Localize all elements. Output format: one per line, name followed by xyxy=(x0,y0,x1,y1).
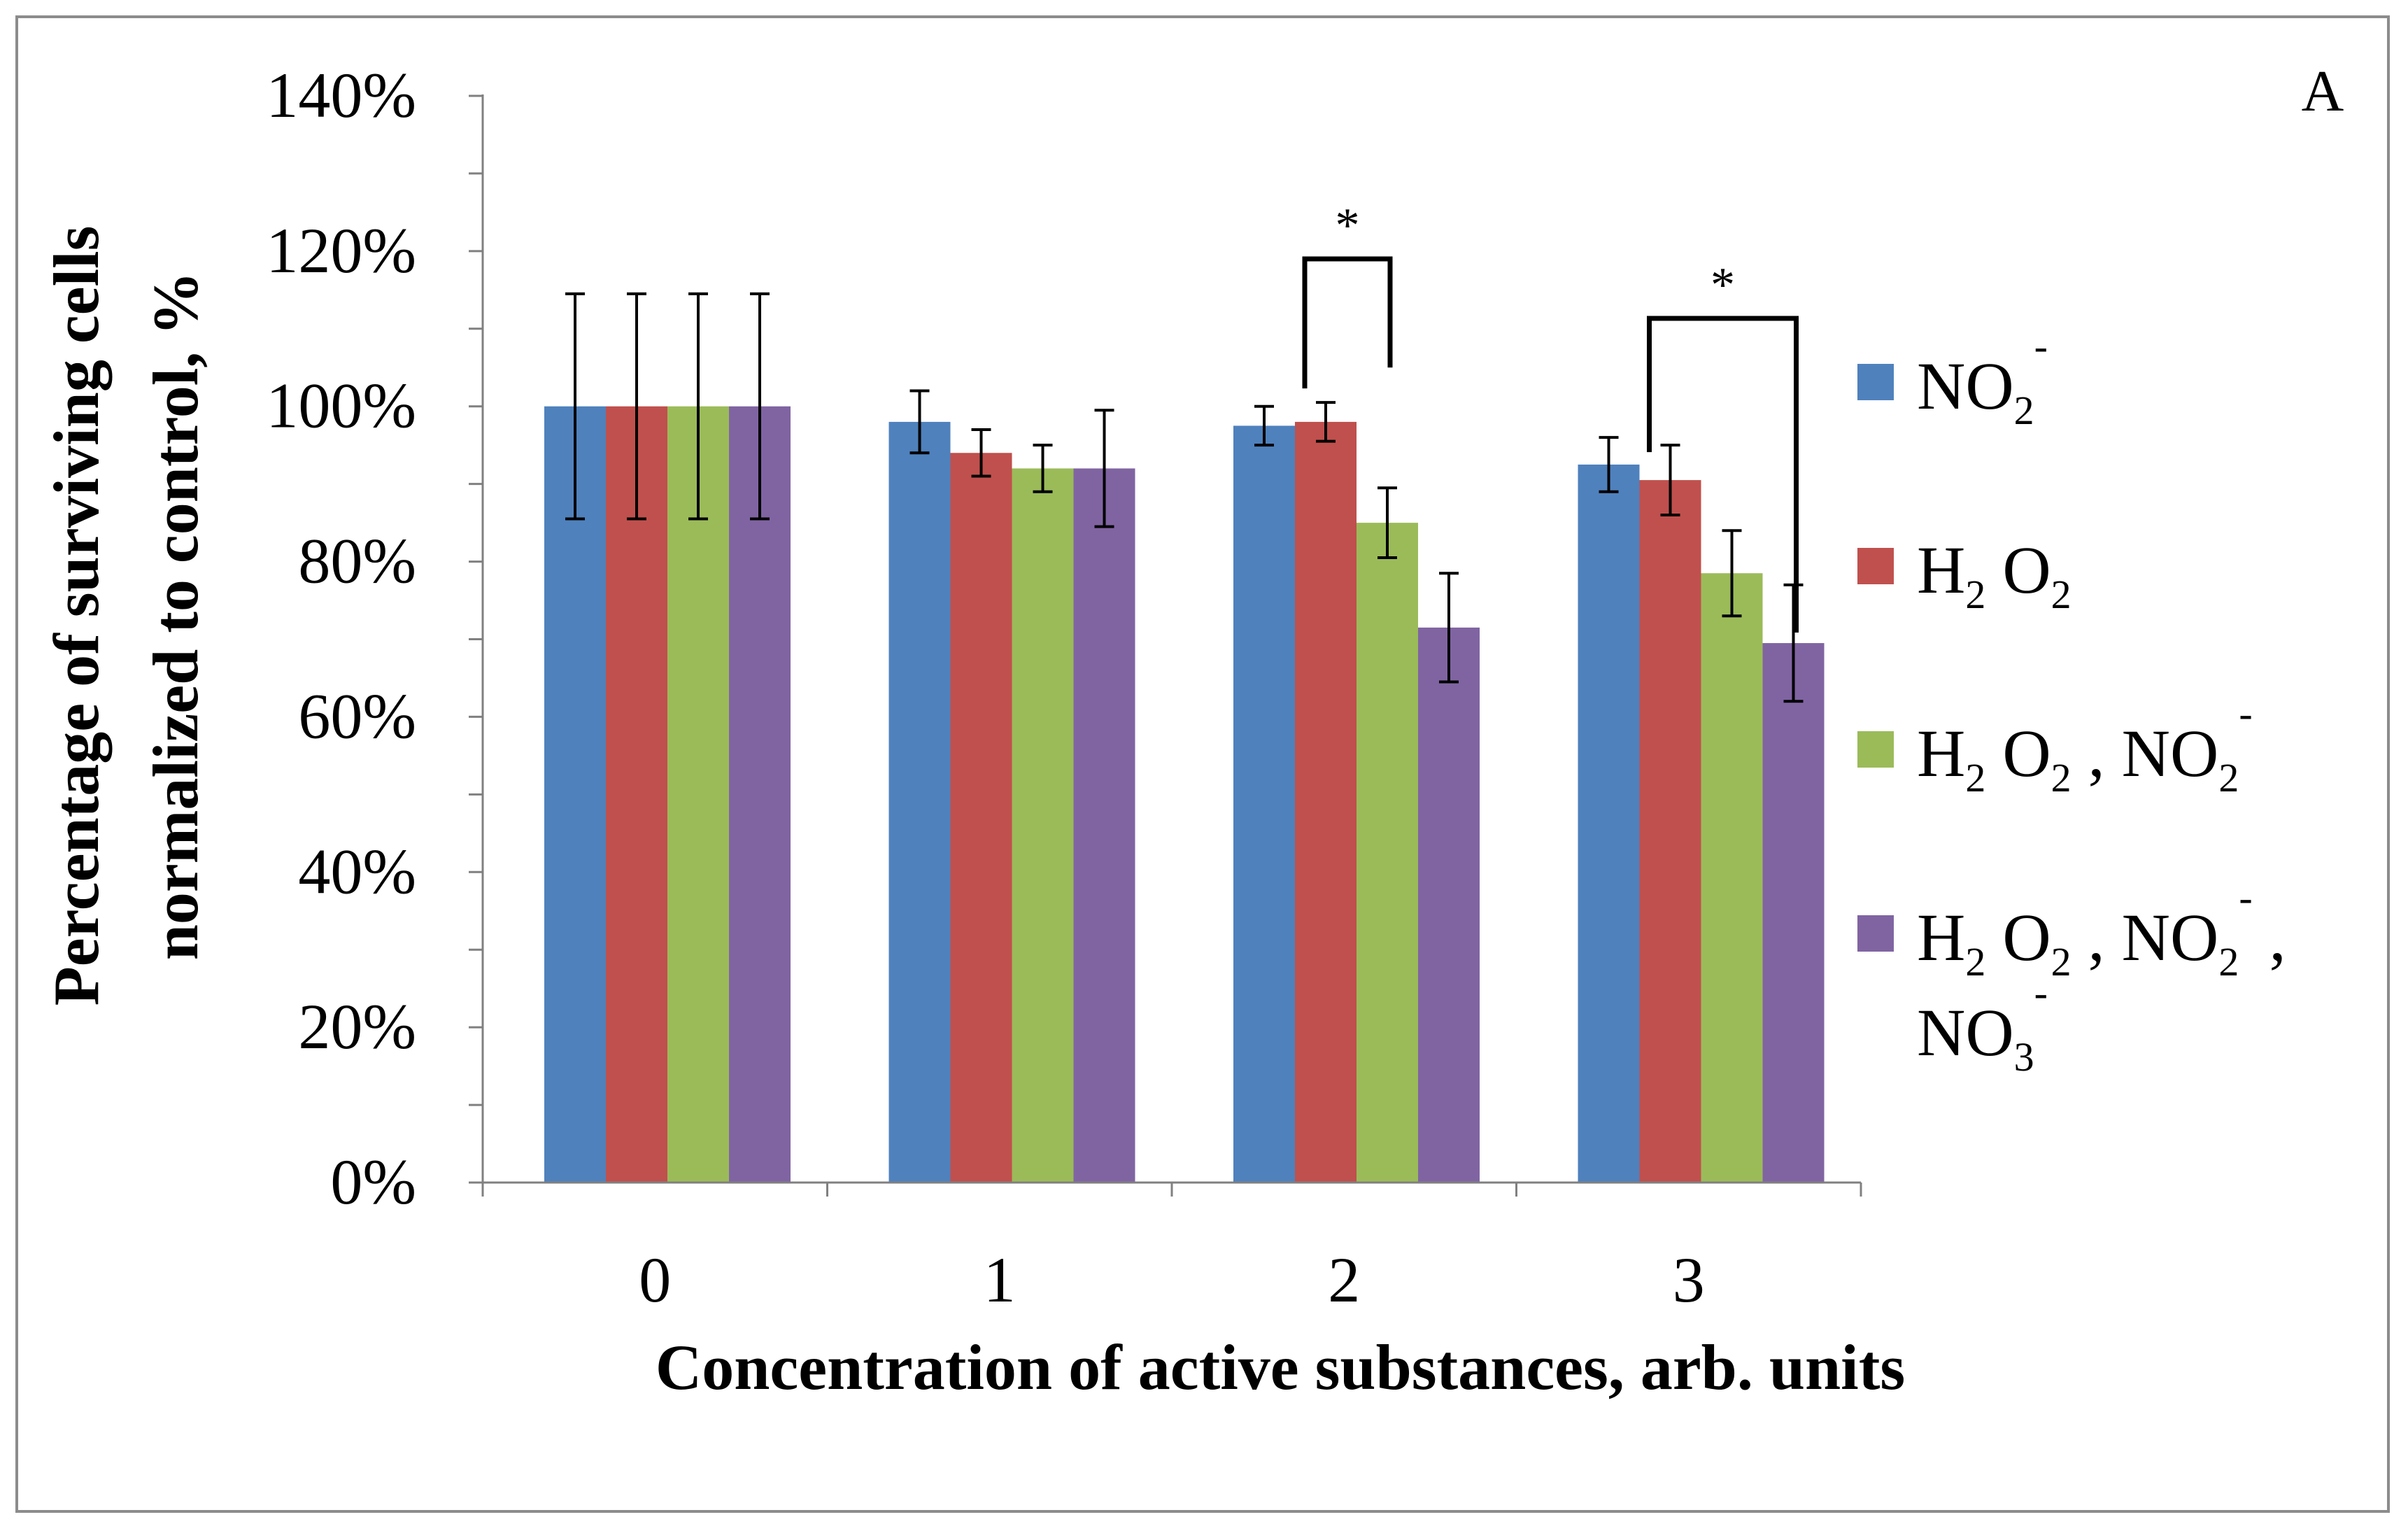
legend-swatch xyxy=(1857,548,1894,584)
legend-superscript: - xyxy=(2034,970,2048,1015)
legend-subscript: 2 xyxy=(1965,572,1985,617)
y-tick-label: 80% xyxy=(298,525,416,597)
legend-text-run: H xyxy=(1917,716,1965,791)
legend-swatch xyxy=(1857,915,1894,952)
legend-text-run: , NO xyxy=(2071,900,2219,975)
bar xyxy=(667,406,729,1183)
x-axis-title: Concentration of active substances, arb.… xyxy=(656,1332,1905,1403)
legend-swatch xyxy=(1857,731,1894,768)
bar xyxy=(1578,464,1640,1183)
y-tick-label: 40% xyxy=(298,835,416,907)
x-tick-label: 1 xyxy=(984,1244,1016,1315)
panel-label: A xyxy=(2302,59,2344,124)
error-bar xyxy=(1660,444,1680,517)
bar xyxy=(1762,643,1825,1183)
y-axis-title-line1: Percentage of surviving cells xyxy=(41,226,112,1006)
error-bar xyxy=(1599,436,1619,493)
bar xyxy=(544,406,606,1183)
legend-item: H2​ O2​ , NO2​-​ ,NO3​-​ xyxy=(1857,875,2286,1080)
significance-bracket xyxy=(1302,256,1393,389)
error-bar xyxy=(565,292,585,521)
error-bar xyxy=(909,389,930,455)
legend-subscript: 2 xyxy=(2051,755,2071,800)
x-tick-label: 2 xyxy=(1328,1244,1360,1315)
legend-subscript: 2 xyxy=(2014,388,2034,433)
significance-star: * xyxy=(1711,258,1735,312)
error-bar xyxy=(1094,409,1114,528)
legend-swatch xyxy=(1857,364,1894,400)
bar xyxy=(950,453,1012,1183)
legend-label: H2​ O2​ , NO2​-​ xyxy=(1917,691,2253,800)
y-tick-label: 120% xyxy=(266,215,416,286)
legend-subscript: 2 xyxy=(2218,755,2239,800)
legend-subscript: 2 xyxy=(2218,939,2239,985)
bar xyxy=(1357,523,1418,1183)
bar xyxy=(888,421,951,1183)
legend-superscript: - xyxy=(2239,875,2252,920)
legend-superscript: - xyxy=(2034,323,2048,369)
bar xyxy=(729,406,791,1183)
error-bar xyxy=(1033,444,1053,493)
bar xyxy=(1295,421,1357,1183)
y-tick-label: 140% xyxy=(266,59,416,131)
y-tick-label: 20% xyxy=(298,991,416,1062)
error-bar xyxy=(1254,404,1274,447)
legend-label-line2: NO3​-​ xyxy=(1917,970,2048,1080)
error-bar xyxy=(1783,583,1804,703)
legend-label: H2​ O2​ , NO2​-​ , xyxy=(1917,875,2286,985)
y-tick-label: 0% xyxy=(330,1146,416,1218)
y-axis-title: Percentage of surviving cells normalized… xyxy=(41,226,211,1006)
legend-text-run: O xyxy=(1985,900,2051,975)
plot-area: 0% 20% 40% 60% 80% 100% 120% 140% 0 1 2 3 * * xyxy=(266,59,1862,1315)
legend-item: H2​ O2​ , NO2​-​ xyxy=(1857,691,2253,800)
legend-text-run: H xyxy=(1917,900,1965,975)
error-bar xyxy=(1722,529,1742,618)
bar xyxy=(606,406,667,1183)
bar xyxy=(1073,468,1135,1183)
error-bar xyxy=(1377,486,1397,560)
bar xyxy=(1012,468,1074,1183)
legend-label: NO2​-​ xyxy=(1917,323,2048,433)
legend-item: NO2​-​ xyxy=(1857,323,2048,433)
legend-subscript: 3 xyxy=(2014,1034,2034,1080)
x-tick-label: 3 xyxy=(1673,1244,1705,1315)
error-bar xyxy=(627,292,646,521)
y-tick-label: 100% xyxy=(266,370,416,442)
legend-text-run: NO xyxy=(1917,348,2014,423)
bar xyxy=(1701,573,1763,1183)
error-bar xyxy=(971,428,991,478)
significance-star: * xyxy=(1336,199,1360,253)
x-tick-label: 0 xyxy=(639,1244,671,1315)
legend-text-run: O xyxy=(1985,532,2051,607)
legend-subscript: 2 xyxy=(1965,939,1985,985)
error-bar xyxy=(1439,572,1459,684)
legend-text-run: O xyxy=(1985,716,2051,791)
legend-subscript: 2 xyxy=(1965,755,1985,800)
bar xyxy=(1639,480,1701,1183)
significance-bracket xyxy=(1647,316,1799,633)
legend: NO2​-​ H2​ O2​ H2​ O2​ , NO2​-​ H2​ O2​ , N… xyxy=(1857,323,2286,1080)
bar xyxy=(1233,425,1295,1183)
figure-frame xyxy=(15,15,2390,1513)
error-bar xyxy=(750,292,770,521)
y-axis-title-line2: normalized to control, % xyxy=(140,271,211,961)
legend-text-run: , NO xyxy=(2071,716,2219,791)
legend-label: H2​ O2​ xyxy=(1917,532,2071,617)
significance-bracket-line xyxy=(1647,316,1799,633)
legend-subscript: 2 xyxy=(2051,939,2071,985)
legend-text-run: , xyxy=(2253,900,2286,975)
legend-subscript: 2 xyxy=(2051,572,2071,617)
significance-bracket-line xyxy=(1302,256,1393,389)
error-bar xyxy=(1316,401,1336,443)
legend-text-run: H xyxy=(1917,532,1965,607)
error-bar xyxy=(688,292,708,521)
bar xyxy=(1418,627,1480,1183)
y-tick-label: 60% xyxy=(298,680,416,752)
legend-superscript: - xyxy=(2239,691,2252,736)
legend-item: H2​ O2​ xyxy=(1857,532,2071,617)
legend-text-run: NO xyxy=(1917,995,2014,1070)
